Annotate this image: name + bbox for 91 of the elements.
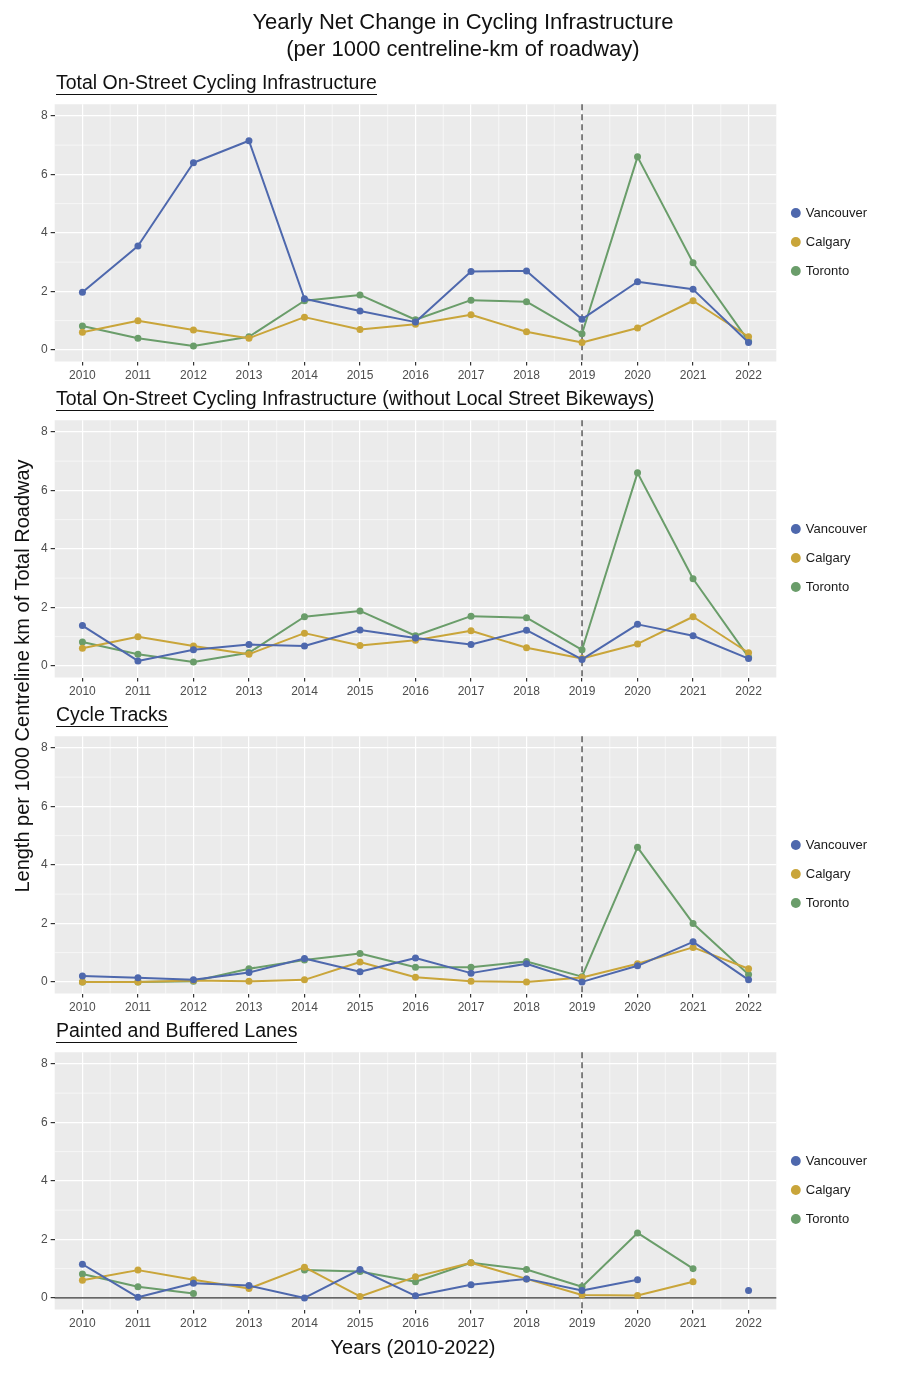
y-tick-label: 2	[40, 915, 48, 930]
x-tick-label: 2018	[513, 1000, 541, 1015]
legend-label: Calgary	[805, 549, 852, 565]
x-tick-label: 2012	[180, 1316, 208, 1331]
x-tick-label: 2017	[457, 684, 485, 699]
y-tick-label: 2	[40, 283, 48, 298]
legend-label: Calgary	[805, 865, 852, 881]
y-tick-label: 8	[40, 740, 48, 755]
x-tick-label: 2010	[69, 368, 97, 383]
y-tick-label: 4	[40, 1173, 48, 1188]
legend-label: Toronto	[805, 1210, 850, 1226]
x-tick-label: 2015	[346, 684, 374, 699]
y-tick-label: 8	[40, 424, 48, 439]
x-tick-label: 2012	[180, 368, 208, 383]
x-tick-label: 2020	[624, 1000, 652, 1015]
legend-label: Calgary	[805, 1181, 852, 1197]
y-tick-label: 6	[40, 482, 48, 497]
x-tick-label: 2011	[125, 1316, 152, 1331]
legend-label: Vancouver	[805, 836, 868, 852]
y-tick-label: 2	[40, 1231, 48, 1246]
y-tick-label: 4	[40, 225, 48, 240]
x-tick-label: 2021	[679, 1316, 707, 1331]
x-axis-title: Years (2010-2022)	[329, 1336, 497, 1359]
x-tick-label: 2020	[624, 684, 652, 699]
y-tick-label: 6	[40, 1114, 48, 1129]
x-tick-label: 2010	[69, 1316, 97, 1331]
x-tick-label: 2012	[180, 1000, 208, 1015]
chart-subtitle: Painted and Buffered Lanes	[56, 1019, 298, 1043]
x-tick-label: 2011	[125, 1000, 152, 1015]
y-tick-label: 4	[40, 541, 48, 556]
y-tick-label: 8	[40, 1056, 48, 1071]
chart-subtitle: Cycle Tracks	[56, 703, 168, 727]
x-tick-label: 2020	[624, 368, 652, 383]
x-tick-label: 2022	[735, 1000, 763, 1015]
x-tick-label: 2021	[679, 368, 707, 383]
x-tick-label: 2015	[346, 1316, 374, 1331]
x-tick-label: 2017	[457, 368, 485, 383]
chart-title: Yearly Net Change in Cycling Infrastructure (per 1000 centreline-km of roadway)	[251, 8, 675, 62]
x-tick-label: 2011	[125, 684, 152, 699]
x-tick-label: 2014	[291, 1316, 319, 1331]
legend-label: Vancouver	[805, 520, 868, 536]
x-tick-label: 2018	[513, 684, 541, 699]
chart-subtitle: Total On-Street Cycling Infrastructure	[56, 71, 377, 95]
x-tick-label: 2016	[402, 684, 430, 699]
chart-subtitle: Total On-Street Cycling Infrastructure (without Local Street Bikeways)	[56, 387, 655, 411]
x-tick-label: 2013	[235, 684, 263, 699]
x-tick-label: 2013	[235, 1000, 263, 1015]
y-tick-label: 6	[40, 166, 48, 181]
x-tick-label: 2022	[735, 684, 763, 699]
x-tick-label: 2021	[679, 684, 707, 699]
x-tick-label: 2018	[513, 368, 541, 383]
x-tick-label: 2016	[402, 1000, 430, 1015]
y-tick-label: 0	[40, 342, 48, 357]
x-tick-label: 2020	[624, 1316, 652, 1331]
legend-label: Vancouver	[805, 204, 868, 220]
x-tick-label: 2016	[402, 368, 430, 383]
y-axis-title: Length per 1000 Centreline km of Total Roadway	[10, 459, 34, 893]
x-tick-label: 2010	[69, 684, 97, 699]
x-tick-label: 2018	[513, 1316, 541, 1331]
x-tick-label: 2014	[291, 368, 319, 383]
legend-label: Toronto	[805, 262, 850, 278]
x-tick-label: 2019	[568, 1000, 596, 1015]
y-tick-label: 2	[40, 599, 48, 614]
x-tick-label: 2015	[346, 368, 374, 383]
legend-label: Calgary	[805, 233, 852, 249]
x-tick-label: 2017	[457, 1316, 485, 1331]
y-tick-label: 0	[40, 658, 48, 673]
legend-label: Vancouver	[805, 1152, 868, 1168]
x-tick-label: 2010	[69, 1000, 97, 1015]
x-tick-label: 2019	[568, 368, 596, 383]
y-tick-label: 0	[40, 974, 48, 989]
x-tick-label: 2022	[735, 368, 763, 383]
y-tick-label: 0	[40, 1290, 48, 1305]
y-tick-label: 8	[40, 108, 48, 123]
x-tick-label: 2021	[679, 1000, 707, 1015]
x-tick-label: 2019	[568, 684, 596, 699]
y-tick-label: 6	[40, 798, 48, 813]
x-tick-label: 2014	[291, 684, 319, 699]
x-tick-label: 2012	[180, 684, 208, 699]
x-tick-label: 2011	[125, 368, 152, 383]
x-tick-label: 2013	[235, 1316, 263, 1331]
y-tick-label: 4	[40, 857, 48, 872]
x-tick-label: 2022	[735, 1316, 763, 1331]
x-tick-label: 2017	[457, 1000, 485, 1015]
x-tick-label: 2015	[346, 1000, 374, 1015]
legend-label: Toronto	[805, 578, 850, 594]
legend-label: Toronto	[805, 894, 850, 910]
x-tick-label: 2013	[235, 368, 263, 383]
x-tick-label: 2016	[402, 1316, 430, 1331]
x-tick-label: 2014	[291, 1000, 319, 1015]
x-tick-label: 2019	[568, 1316, 596, 1331]
